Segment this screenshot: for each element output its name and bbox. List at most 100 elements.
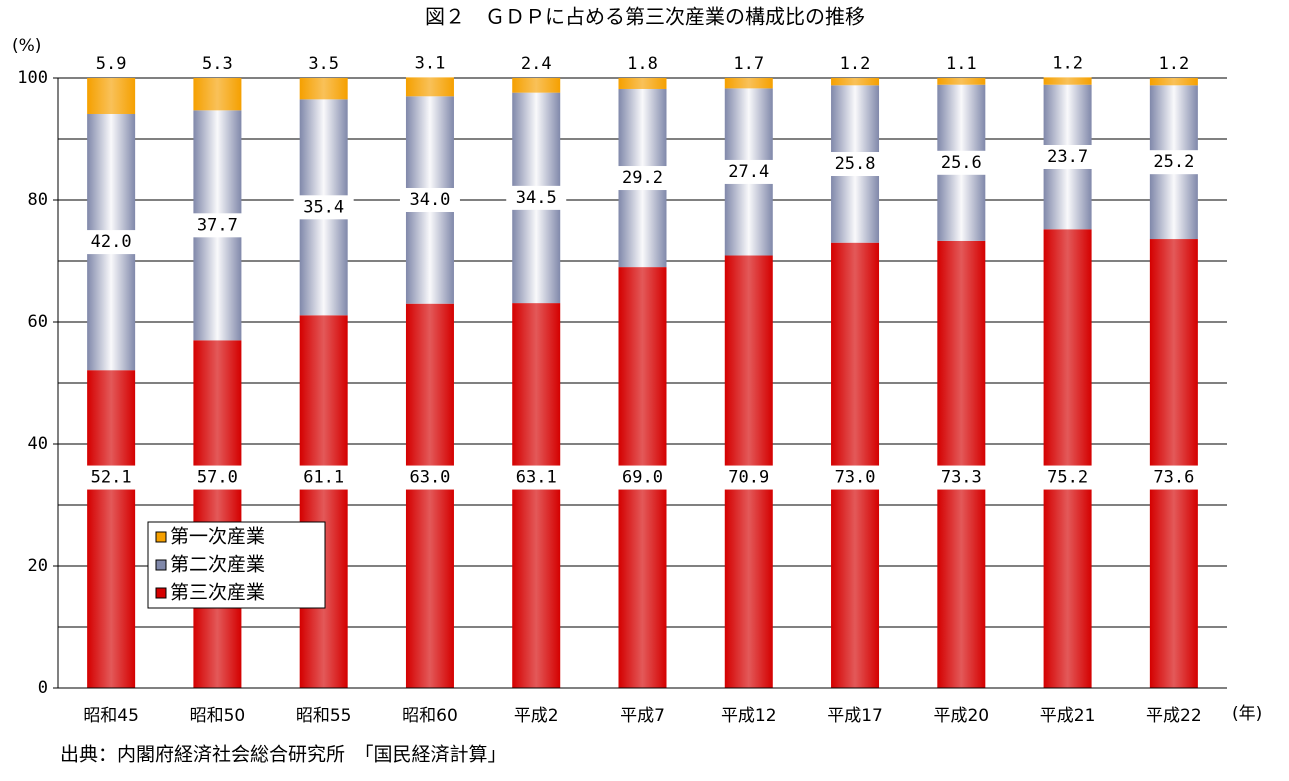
bar-segment [87,370,136,688]
x-tick-label: 平成20 [933,706,989,726]
data-label: 3.1 [415,53,446,73]
data-label: 70.9 [728,468,769,488]
data-label: 34.5 [516,188,557,208]
x-tick-label: 昭和50 [190,706,246,726]
legend-label: 第二次産業 [170,554,265,576]
label-box [293,195,354,220]
data-label: 25.8 [835,154,876,174]
bar-segment [724,78,773,89]
data-label: 5.3 [202,54,233,74]
bar-segment [299,315,348,688]
data-label: 73.3 [941,468,982,488]
data-label: 37.7 [197,215,238,235]
y-tick-label: 40 [28,434,48,454]
label-box [506,465,567,490]
data-label: 29.2 [622,168,663,188]
y-tick-label: 60 [28,312,48,332]
label-box [1037,465,1098,490]
y-tick-label: 0 [38,678,48,698]
x-tick-label: 平成7 [620,706,665,726]
source-note: 出典：内閣府経済社会総合研究所 「国民経済計算」 [60,744,507,766]
label-box [825,152,886,177]
x-tick-label: 平成17 [827,706,883,726]
data-label: 1.2 [1159,54,1190,74]
y-tick-label: 100 [17,68,48,88]
y-tick-label: 20 [28,556,48,576]
data-label: 1.7 [733,54,764,74]
bar-segment [937,78,986,85]
data-label: 75.2 [1047,468,1088,488]
label-box [1143,465,1204,490]
label-box [825,465,886,490]
label-box [187,213,248,238]
bar-segment [1149,78,1198,86]
data-label: 1.8 [627,54,658,74]
data-label: 61.1 [303,468,344,488]
data-label: 25.6 [941,153,982,173]
x-tick-label: 平成2 [514,706,559,726]
legend-swatch [155,531,167,543]
label-box [612,166,673,191]
bar-segment [831,78,880,86]
bar-segment [405,303,454,688]
legend-swatch [155,559,167,571]
data-label: 1.2 [1052,53,1083,73]
data-label: 69.0 [622,468,663,488]
label-box [81,230,142,255]
bar-segment [512,303,561,688]
data-label: 27.4 [728,162,769,182]
bar-segment [1043,77,1092,85]
x-tick-label: 平成21 [1040,706,1096,726]
data-label: 34.0 [409,190,450,210]
bar-segment [831,242,880,688]
label-box [399,188,460,212]
legend-box [147,521,326,609]
data-label: 73.6 [1153,468,1194,488]
label-box [718,159,779,184]
label-box [293,465,354,490]
y-unit: (%) [12,36,41,56]
legend-label: 第一次産業 [170,526,265,548]
bar-segment [1043,229,1092,688]
label-box [931,150,992,175]
legend-swatch [155,587,167,599]
data-label: 1.2 [840,54,871,74]
label-box [81,465,142,490]
chart-title: 図２ ＧＤＰに占める第三次産業の構成比の推移 [425,5,865,29]
data-label: 5.9 [96,54,127,74]
label-box [1037,144,1098,169]
bar-segment [1149,239,1198,689]
label-box [1143,150,1204,175]
x-tick-label: 平成22 [1146,706,1202,726]
data-label: 63.1 [516,468,557,488]
label-box [612,465,673,490]
x-tick-label: 昭和60 [402,706,458,726]
data-label: 35.4 [303,197,344,217]
data-label: 57.0 [197,468,238,488]
bar-segment [193,78,242,111]
x-tick-label: 昭和45 [83,706,139,726]
bar-segment [405,77,454,97]
y-tick-label: 80 [28,190,48,210]
bar-segment [87,78,136,114]
data-label: 73.0 [835,468,876,488]
bar-segment [193,340,242,688]
data-label: 63.0 [409,468,450,488]
x-tick-label: 昭和55 [296,706,352,726]
data-label: 3.5 [308,54,339,74]
label-box [718,465,779,490]
bar-segment [618,78,667,89]
data-label: 52.1 [91,468,132,488]
bar-segment [512,78,561,93]
data-label: 2.4 [521,54,552,74]
bar-segment [299,78,348,100]
data-label: 42.0 [91,232,132,252]
label-box [187,465,248,490]
data-label: 1.1 [946,54,977,74]
label-box [506,185,567,210]
x-unit: (年) [1232,704,1262,724]
data-label: 25.2 [1153,152,1194,172]
x-tick-label: 平成12 [721,706,777,726]
label-box [931,465,992,490]
